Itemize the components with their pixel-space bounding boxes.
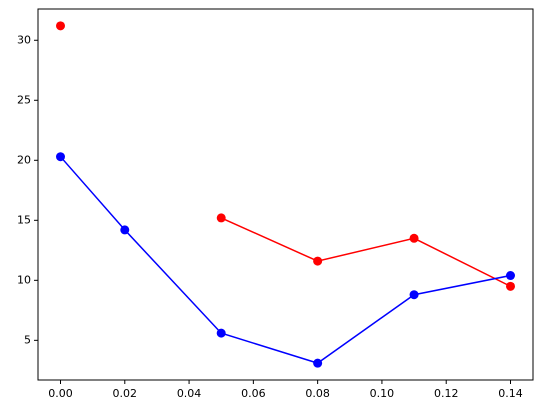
point [120,225,130,235]
y-tick-label: 30 [17,33,31,46]
x-tick-label: 0.14 [498,387,523,400]
series-line [59,156,511,364]
y-tick-label: 25 [17,93,31,106]
point [56,152,65,162]
x-tick-label: 0.04 [177,387,202,400]
point [313,256,323,266]
y-tick-label: 20 [17,153,31,166]
x-tick-label: 0.12 [434,387,459,400]
x-tick-label: 0.02 [113,387,138,400]
series-line [220,217,511,287]
point [409,290,419,300]
point [409,233,419,243]
x-tick-label: 0.00 [48,387,73,400]
x-tick-label: 0.08 [305,387,330,400]
point [216,213,226,223]
x-tick-label: 0.10 [370,387,395,400]
y-tick-label: 5 [24,333,31,346]
point [506,281,515,291]
point [216,328,226,338]
point [313,358,323,368]
y-tick-label: 15 [17,213,31,226]
point [56,21,65,31]
point [506,271,515,281]
x-tick-label: 0.06 [241,387,266,400]
y-tick-label: 10 [17,273,31,286]
axes-frame [37,8,534,381]
